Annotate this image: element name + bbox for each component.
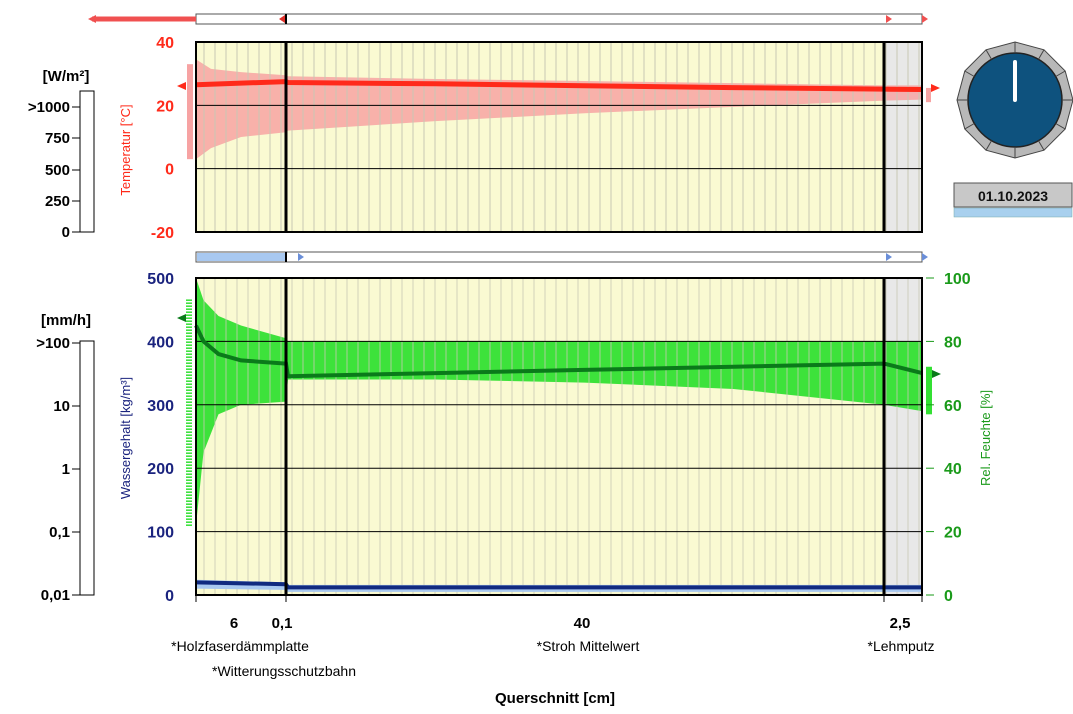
rain-unit-label: [mm/h] — [41, 312, 91, 329]
rain-panel: [mm/h] >100 10 1 0,1 0,01 — [36, 312, 95, 604]
indoor-humidity-bar — [926, 366, 932, 415]
rel-humidity-line — [194, 324, 923, 379]
top-slider-end-arrow-icon[interactable] — [922, 15, 928, 23]
moisture-lehmputz-region — [884, 278, 922, 595]
rel-humidity-axis-label: Rel. Feuchte [%] — [978, 390, 993, 486]
rain-tick-label: >100 — [36, 335, 70, 352]
water-content-tick-label: 0 — [165, 588, 174, 605]
clock-rim-segment — [964, 70, 975, 77]
outdoor-humidity-marker-icon — [177, 314, 186, 322]
temperature-plot-frame — [195, 41, 923, 233]
moisture-plot — [177, 277, 941, 596]
indoor-temperature-bar — [926, 87, 931, 103]
rain-tick-label: 10 — [53, 398, 70, 415]
x-tick-label: 6 — [230, 615, 238, 632]
layer-label-witterungsschutzbahn: *Witterungsschutzbahn — [212, 663, 356, 679]
temperature-axis-ticks: 40 20 0 -20 — [151, 35, 174, 242]
rel-humidity-tick-label: 40 — [944, 461, 962, 478]
x-tick-label: 2,5 — [890, 615, 911, 632]
x-tick-label: 40 — [574, 615, 591, 632]
mid-slider-marker-icon[interactable] — [298, 253, 304, 261]
water-content-tick-label: 300 — [147, 398, 174, 415]
mid-range-slider[interactable] — [195, 251, 928, 263]
temperature-tick-label: -20 — [151, 225, 174, 242]
radiation-tick-label: 250 — [45, 193, 70, 210]
clock-rim-segment — [1038, 49, 1045, 60]
top-slider-right-marker-icon[interactable] — [886, 15, 892, 23]
indoor-temperature-marker-icon — [931, 84, 940, 92]
indoor-humidity-marker-icon — [932, 370, 941, 378]
radiation-tick-label: 0 — [62, 224, 70, 241]
temperature-lehmputz-region — [884, 42, 922, 232]
temperature-plot — [177, 41, 940, 233]
outdoor-temperature-marker-icon — [177, 82, 186, 90]
clock-rim-segment — [985, 140, 992, 151]
radiation-tick-label: >1000 — [28, 99, 70, 116]
temperature-tick-label: 40 — [156, 35, 174, 52]
clock-rim-segment — [964, 123, 975, 130]
rain-tick-label: 0,01 — [41, 587, 70, 604]
radiation-tick-label: 750 — [45, 130, 70, 147]
radiation-unit-label: [W/m²] — [43, 68, 90, 85]
radiation-panel: [W/m²] >1000 750 500 250 0 — [28, 68, 95, 241]
water-content-tick-label: 100 — [147, 525, 174, 542]
layer-label-lehmputz: *Lehmputz — [868, 638, 935, 654]
top-slider-marker-icon[interactable] — [279, 15, 285, 23]
clock-rim-segment — [1055, 70, 1066, 77]
outdoor-temperature-bar — [187, 64, 193, 160]
temperature-tick-label: 20 — [156, 98, 174, 115]
water-content-tick-label: 200 — [147, 461, 174, 478]
cross-section-x-ticks: 6 0,1 40 2,5 — [195, 595, 923, 632]
layer-label-stroh: *Stroh Mittelwert — [537, 638, 640, 654]
clock-widget: 01.10.2023 — [953, 41, 1073, 218]
date-label: 01.10.2023 — [978, 188, 1048, 204]
top-slider-left-arrow-icon[interactable] — [88, 15, 96, 23]
water-content-tick-label: 500 — [147, 271, 174, 288]
temperature-axis-label: Temperatur [°C] — [118, 104, 133, 195]
water-content-axis-label: Wassergehalt [kg/m³] — [118, 377, 133, 499]
temperature-tick-label: 0 — [165, 162, 174, 179]
rain-tick-label: 1 — [62, 461, 70, 478]
temperature-plot-bg — [196, 42, 922, 232]
radiation-bar — [79, 90, 95, 233]
x-tick-label: 0,1 — [272, 615, 293, 632]
moisture-plot-frame — [195, 277, 923, 596]
rel-humidity-tick-label: 100 — [944, 271, 971, 288]
rel-humidity-tick-label: 20 — [944, 525, 962, 542]
rain-tick-label: 0,1 — [49, 524, 70, 541]
mid-slider-end-arrow-icon[interactable] — [922, 253, 928, 261]
layer-label-holzfaserdaemmplatte: *Holzfaserdämmplatte — [171, 638, 309, 654]
mid-slider-fill — [197, 253, 286, 261]
rel-humidity-tick-label: 0 — [944, 588, 953, 605]
x-axis-label: Querschnitt [cm] — [495, 690, 615, 707]
radiation-tick-label: 500 — [45, 162, 70, 179]
rel-humidity-axis-ticks: 100 80 60 40 20 0 — [926, 271, 971, 605]
top-slider-track — [195, 13, 923, 25]
rain-bar — [79, 340, 95, 596]
date-box — [953, 182, 1073, 208]
clock-rim-segment — [985, 49, 992, 60]
mid-slider-track — [195, 251, 923, 263]
clock-rim-segment — [1055, 123, 1066, 130]
mid-slider-right-marker-icon[interactable] — [886, 253, 892, 261]
water-content-axis-ticks: 500 400 300 200 100 0 — [147, 271, 174, 605]
moisture-plot-bg — [196, 278, 922, 595]
rel-humidity-tick-label: 80 — [944, 334, 962, 351]
top-range-slider[interactable] — [88, 13, 928, 25]
date-progress-bar — [953, 207, 1073, 218]
rel-humidity-tick-label: 60 — [944, 398, 962, 415]
water-content-tick-label: 400 — [147, 334, 174, 351]
clock-rim-segment — [1038, 140, 1045, 151]
